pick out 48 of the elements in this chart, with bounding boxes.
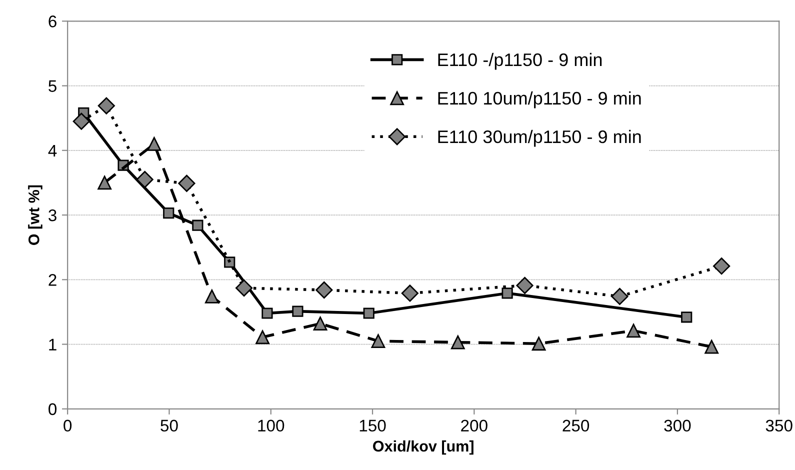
point xyxy=(371,334,386,348)
y-tick-label: 5 xyxy=(48,80,56,92)
legend-label: E110 10um/p1150 - 9 min xyxy=(438,91,641,108)
point xyxy=(713,258,730,275)
y-tick-label: 3 xyxy=(48,209,56,222)
point xyxy=(292,306,304,317)
legend-label: E110 30um/p1150 - 9 min xyxy=(438,130,641,147)
point xyxy=(256,330,270,344)
y-tick-label: 4 xyxy=(48,144,57,156)
legend-label: E110 -/p1150 - 9 min xyxy=(438,52,602,70)
point xyxy=(178,174,196,192)
y-tick-label: 6 xyxy=(48,16,56,28)
point xyxy=(204,290,219,304)
point xyxy=(147,136,162,151)
point xyxy=(192,220,204,231)
x-tick-label: 200 xyxy=(461,420,488,432)
point xyxy=(516,276,534,294)
point xyxy=(98,176,112,190)
point xyxy=(611,288,628,306)
point xyxy=(262,308,273,319)
point xyxy=(235,280,253,297)
point xyxy=(316,281,333,299)
point xyxy=(681,312,692,323)
point xyxy=(532,336,546,351)
y-axis-title: O [wt %] xyxy=(28,185,42,245)
x-tick-label: 150 xyxy=(360,420,386,432)
x-tick-label: 300 xyxy=(664,420,691,432)
x-tick-label: 0 xyxy=(64,420,72,432)
point xyxy=(626,324,640,338)
point xyxy=(401,284,418,302)
y-tick-label: 1 xyxy=(49,338,56,350)
y-tick-label: 2 xyxy=(48,274,56,286)
point xyxy=(98,97,115,114)
point xyxy=(136,170,154,188)
x-tick-label: 100 xyxy=(258,420,284,432)
x-axis-title: Oxid/kov [um] xyxy=(373,440,474,455)
x-tick-label: 350 xyxy=(766,420,792,432)
y-tick-label: 0 xyxy=(48,403,57,416)
point xyxy=(450,335,465,350)
point xyxy=(313,316,328,331)
x-tick-label: 250 xyxy=(562,420,590,432)
point xyxy=(72,112,90,130)
point xyxy=(163,208,174,219)
point xyxy=(224,256,236,268)
x-tick-label: 50 xyxy=(160,420,178,432)
point xyxy=(704,340,719,354)
point xyxy=(502,288,513,299)
point xyxy=(363,308,374,319)
